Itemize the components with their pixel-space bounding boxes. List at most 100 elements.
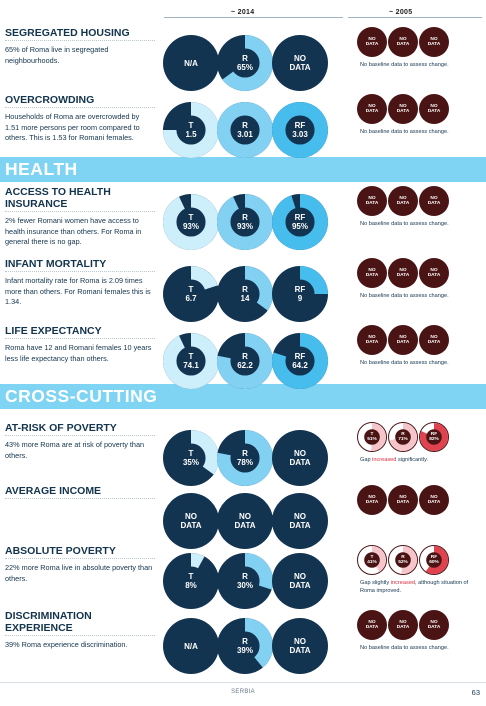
title-rule: [5, 211, 155, 212]
circle-label-value: 52%: [398, 560, 408, 565]
circle-label-value: DATA: [427, 201, 441, 206]
circle-base: [357, 610, 387, 640]
circle-label-value: 3.03: [292, 130, 308, 139]
circle-base: [357, 94, 387, 124]
circle-label-top: R: [242, 352, 248, 361]
change-text: No baseline data to assess change.: [360, 293, 449, 299]
circle-label-top: NO: [430, 36, 438, 42]
circle-label-top: NO: [430, 334, 438, 340]
circle-label-top: T: [370, 554, 374, 560]
indicator-description: 2% fewer Romani women have access to hea…: [5, 216, 142, 246]
circle-label-top: NO: [399, 36, 407, 42]
indicator-title: INFANT MORTALITY: [5, 258, 107, 270]
title-rule: [5, 558, 155, 559]
circle-label-top: T: [370, 431, 374, 437]
baseline-circle-2: NO DATA: [419, 94, 449, 124]
circle-label-top: NO: [399, 494, 407, 500]
value-wedge: [245, 266, 273, 311]
current-circle-2: NO DATA: [272, 618, 328, 674]
circle-base: [272, 618, 328, 674]
title-rule: [5, 107, 155, 108]
current-circle-1: R 65%: [217, 35, 273, 91]
current-circle-2: RF 64.2: [272, 333, 328, 389]
circle-label-top: NO: [239, 512, 251, 521]
circle-label-value: 51%: [367, 437, 377, 442]
circle-base: [163, 493, 219, 549]
circle-hole: [285, 279, 315, 309]
circle-label-top: NO: [368, 619, 376, 625]
circle-label-value: DATA: [365, 109, 379, 114]
circle-base: [272, 493, 328, 549]
circle-label-top: R: [401, 554, 405, 560]
circle-hole: [176, 443, 206, 473]
circle-base: [419, 186, 449, 216]
current-circle-2: RF 95%: [272, 194, 328, 250]
circle-hole: [230, 566, 260, 596]
change-note: No baseline data to assess change.: [360, 62, 484, 70]
change-highlight: increased: [390, 580, 416, 586]
circle-label-value: 78%: [236, 458, 253, 467]
change-note: No baseline data to assess change.: [360, 645, 484, 653]
band-cross-cutting-label: CROSS-CUTTING: [5, 386, 158, 406]
circle-base: [357, 258, 387, 288]
baseline-circle-1: NO DATA: [388, 186, 418, 216]
circle-base: [419, 94, 449, 124]
circle-ring: [357, 422, 387, 452]
current-circle-1: R 39%: [217, 618, 273, 674]
circle-label-top: NO: [294, 54, 306, 63]
baseline-circle-2: NO DATA: [419, 27, 449, 57]
change-text: significantly.: [396, 457, 429, 463]
baseline-circle-1: NO DATA: [388, 610, 418, 640]
circle-label-top: R: [401, 431, 405, 437]
circle-base: [357, 186, 387, 216]
circle-label-top: NO: [399, 334, 407, 340]
baseline-circle-2: NO DATA: [419, 485, 449, 515]
indicator-row: INFANT MORTALITY Infant mortality rate fo…: [0, 256, 486, 324]
current-circle-2: RF 9: [272, 266, 328, 322]
circle-label-value: 30%: [236, 581, 253, 590]
circle-label-top: NO: [368, 36, 376, 42]
baseline-circle-1: R 52%: [388, 545, 418, 575]
circle-label-top: NO: [368, 334, 376, 340]
circle-label-top: R: [242, 449, 248, 458]
circle-hole: [230, 207, 260, 237]
circle-hole: [230, 443, 260, 473]
circle-label-top: R: [242, 285, 248, 294]
circle-label-value: DATA: [365, 625, 379, 630]
current-circle-0: T 93%: [163, 194, 219, 250]
circle-label-value: DATA: [396, 340, 410, 345]
value-wedge: [191, 430, 219, 475]
circle-label-top: NO: [294, 637, 306, 646]
change-note: Gap slightly increased, although situati…: [360, 580, 484, 595]
circle-label-top: NO: [368, 195, 376, 201]
baseline-circle-2: RF 82%: [419, 422, 449, 452]
circle-label-value: DATA: [396, 42, 410, 47]
circle-hole: [230, 631, 260, 661]
circle-base: [419, 27, 449, 57]
indicator-description: Infant mortality rate for Roma is 2.09 t…: [5, 276, 151, 306]
circle-label-value: DATA: [396, 201, 410, 206]
baseline-circle-1: NO DATA: [388, 258, 418, 288]
current-circle-2: NO DATA: [272, 553, 328, 609]
circle-label-value: DATA: [365, 500, 379, 505]
circle-label-value: DATA: [365, 201, 379, 206]
circle-label-top: NO: [368, 103, 376, 109]
circle-base: [357, 485, 387, 515]
circle-base: [388, 258, 418, 288]
circle-label-top: NO: [294, 449, 306, 458]
header-year-left: ~ 2014: [231, 9, 255, 16]
indicator-title: ABSOLUTE POVERTY: [5, 545, 116, 557]
change-note: No baseline data to assess change.: [360, 360, 484, 368]
circle-label-top: NO: [430, 195, 438, 201]
change-text: No baseline data to assess change.: [360, 360, 449, 366]
baseline-circle-2: NO DATA: [419, 258, 449, 288]
circle-label-value: 9: [297, 294, 303, 303]
circle-label-value: DATA: [427, 273, 441, 278]
baseline-circle-1: NO DATA: [388, 27, 418, 57]
indicator-title: AVERAGE INCOME: [5, 485, 102, 497]
change-note: No baseline data to assess change.: [360, 129, 484, 137]
current-circle-0: T 6.7: [163, 266, 219, 322]
change-note: No baseline data to assess change.: [360, 221, 484, 229]
circle-label-value: 1.5: [185, 130, 197, 139]
circle-hole: [176, 279, 206, 309]
